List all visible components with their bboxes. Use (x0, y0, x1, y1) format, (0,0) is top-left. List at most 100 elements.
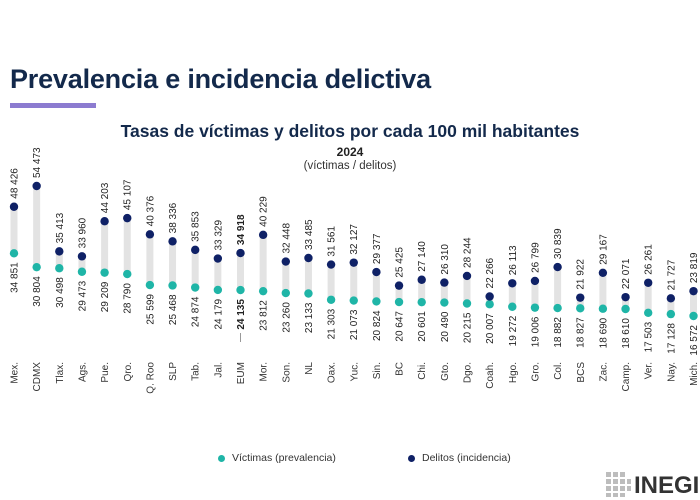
victimas-dot-28 (644, 308, 653, 318)
victimas-dot-23 (530, 303, 540, 312)
victimas-dot-7 (168, 281, 177, 290)
category-label-7: SLP (168, 362, 179, 381)
chart-year: 2024 (336, 145, 364, 159)
victimas-dot-19 (440, 298, 449, 307)
delitos-label-30: 23 819 (689, 252, 700, 283)
victimas-label-0: 34 851 (10, 262, 21, 293)
victimas-dot-26 (598, 304, 608, 313)
delitos-label-14: 31 561 (327, 226, 338, 257)
victimas-dot-29 (666, 309, 676, 319)
delitos-dot-30 (689, 286, 698, 296)
victimas-dot-30 (689, 311, 698, 321)
delitos-dot-25 (576, 293, 585, 302)
delitos-dot-17 (394, 281, 404, 290)
category-label-4: Pue. (100, 362, 111, 383)
victimas-label-19: 20 490 (440, 311, 451, 342)
category-label-3: Ags. (77, 362, 88, 382)
delitos-label-20: 28 244 (463, 237, 474, 268)
delitos-label-3: 33 960 (77, 217, 88, 248)
chart-units: (víctimas / delitos) (303, 160, 397, 172)
victimas-label-2: 30 498 (55, 277, 66, 308)
legend-label-delitos: Delitos (incidencia) (422, 452, 511, 464)
victimas-label-15: 21 073 (349, 309, 360, 340)
category-label-8: Tab. (191, 362, 202, 381)
delitos-label-5: 45 107 (123, 179, 134, 210)
victimas-dot-15 (349, 296, 358, 305)
victimas-dot-20 (462, 299, 472, 308)
victimas-dot-27 (621, 304, 630, 314)
category-label-1: CDMX (32, 362, 43, 392)
category-label-28: Ver. (644, 362, 655, 379)
delitos-dot-10 (236, 248, 245, 258)
category-label-2: Tlax. (55, 362, 66, 384)
delitos-dot-19 (440, 278, 449, 287)
category-label-14: Oax. (327, 362, 338, 383)
category-label-9: Jal. (213, 362, 224, 378)
category-label-25: BCS (576, 362, 587, 383)
category-label-12: Son. (281, 362, 292, 383)
category-label-29: Nay. (666, 362, 677, 382)
victimas-label-28: 17 503 (644, 321, 655, 352)
victimas-dot-11 (258, 286, 268, 296)
delitos-label-26: 29 167 (598, 234, 609, 265)
victimas-label-21: 20 007 (485, 313, 496, 344)
victimas-label-20: 20 215 (463, 312, 474, 343)
delitos-label-4: 44 203 (100, 182, 111, 213)
delitos-dot-18 (417, 275, 426, 284)
victimas-label-4: 29 209 (100, 281, 111, 312)
chart-legend: Víctimas (prevalencia) Delitos (incidenc… (0, 452, 700, 466)
victimas-label-18: 20 601 (417, 311, 428, 342)
delitos-dot-24 (553, 262, 562, 272)
chart-title: Tasas de víctimas y delitos por cada 100… (120, 121, 580, 141)
victimas-label-3: 29 473 (77, 280, 88, 311)
victimas-dot-10 (236, 285, 245, 295)
category-label-6: Q. Roo (145, 362, 156, 394)
legend-item-victimas: Víctimas (prevalencia) (218, 452, 336, 464)
delitos-label-16: 29 377 (372, 233, 383, 264)
delitos-dot-1 (32, 181, 41, 191)
victimas-label-8: 24 874 (191, 296, 202, 327)
delitos-dot-14 (326, 260, 336, 269)
delitos-dot-7 (168, 237, 177, 246)
delitos-label-19: 26 310 (440, 244, 451, 275)
delitos-dot-21 (485, 292, 494, 301)
victimas-label-27: 18 610 (621, 318, 632, 349)
victimas-dot-6 (145, 280, 155, 290)
victimas-dot-5 (123, 269, 132, 279)
category-label-26: Zac. (598, 362, 609, 381)
delitos-label-7: 38 336 (168, 202, 179, 233)
delitos-dot-29 (666, 294, 676, 303)
victimas-dot-2 (55, 264, 64, 273)
victimas-label-10: 24 135 (236, 299, 247, 330)
victimas-dot-22 (508, 302, 517, 311)
inegi-logo: INEGI (604, 470, 700, 500)
category-label-22: Hgo. (508, 362, 519, 383)
victimas-label-9: 24 179 (213, 298, 224, 329)
category-label-15: Yuc. (349, 362, 360, 381)
category-label-30: Mich. (689, 362, 700, 386)
victimas-dot-14 (326, 295, 336, 304)
category-label-5: Qro. (123, 362, 134, 381)
category-label-16: Sin. (372, 362, 383, 379)
delitos-label-10: 34 918 (236, 214, 247, 245)
delitos-dot-23 (530, 276, 540, 286)
delitos-dot-13 (304, 253, 313, 263)
category-label-27: Camp. (621, 362, 632, 391)
victimas-label-17: 20 647 (395, 311, 406, 342)
category-label-19: Gto. (440, 362, 451, 381)
delitos-dot-12 (281, 257, 290, 266)
legend-item-delitos: Delitos (incidencia) (408, 452, 511, 464)
delitos-label-24: 30 839 (553, 228, 564, 259)
victimas-dot-3 (77, 267, 87, 276)
legend-dot-delitos (408, 454, 415, 462)
page-title: Prevalencia e incidencia delictiva (10, 64, 431, 94)
delitos-dot-5 (123, 213, 132, 223)
delitos-dot-4 (100, 217, 109, 226)
category-label-24: Col. (553, 362, 564, 380)
category-label-13: NL (304, 362, 315, 375)
victimas-label-29: 17 128 (666, 323, 677, 354)
victimas-dot-16 (372, 297, 381, 306)
category-label-11: Mor. (259, 362, 270, 381)
victimas-label-1: 30 804 (32, 276, 43, 307)
delitos-label-23: 26 799 (530, 242, 541, 273)
